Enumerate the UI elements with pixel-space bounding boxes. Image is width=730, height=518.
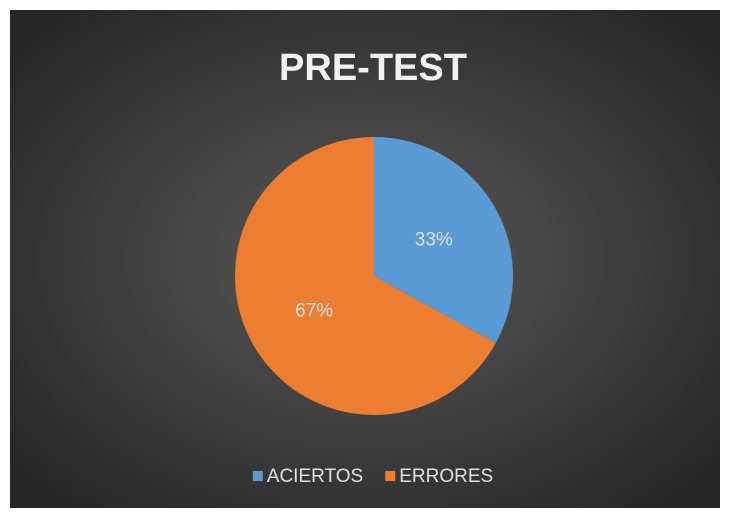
- legend-swatch: [385, 471, 396, 481]
- chart-title: PRE-TEST: [279, 47, 467, 89]
- data-label: 33%: [415, 230, 453, 251]
- pie-slice: [235, 137, 496, 415]
- data-label: 67%: [295, 300, 333, 321]
- pie-slice: [374, 137, 513, 343]
- legend-label: ERRORES: [399, 466, 493, 487]
- legend-label: ACIERTOS: [267, 466, 363, 487]
- legend-swatch: [252, 471, 263, 481]
